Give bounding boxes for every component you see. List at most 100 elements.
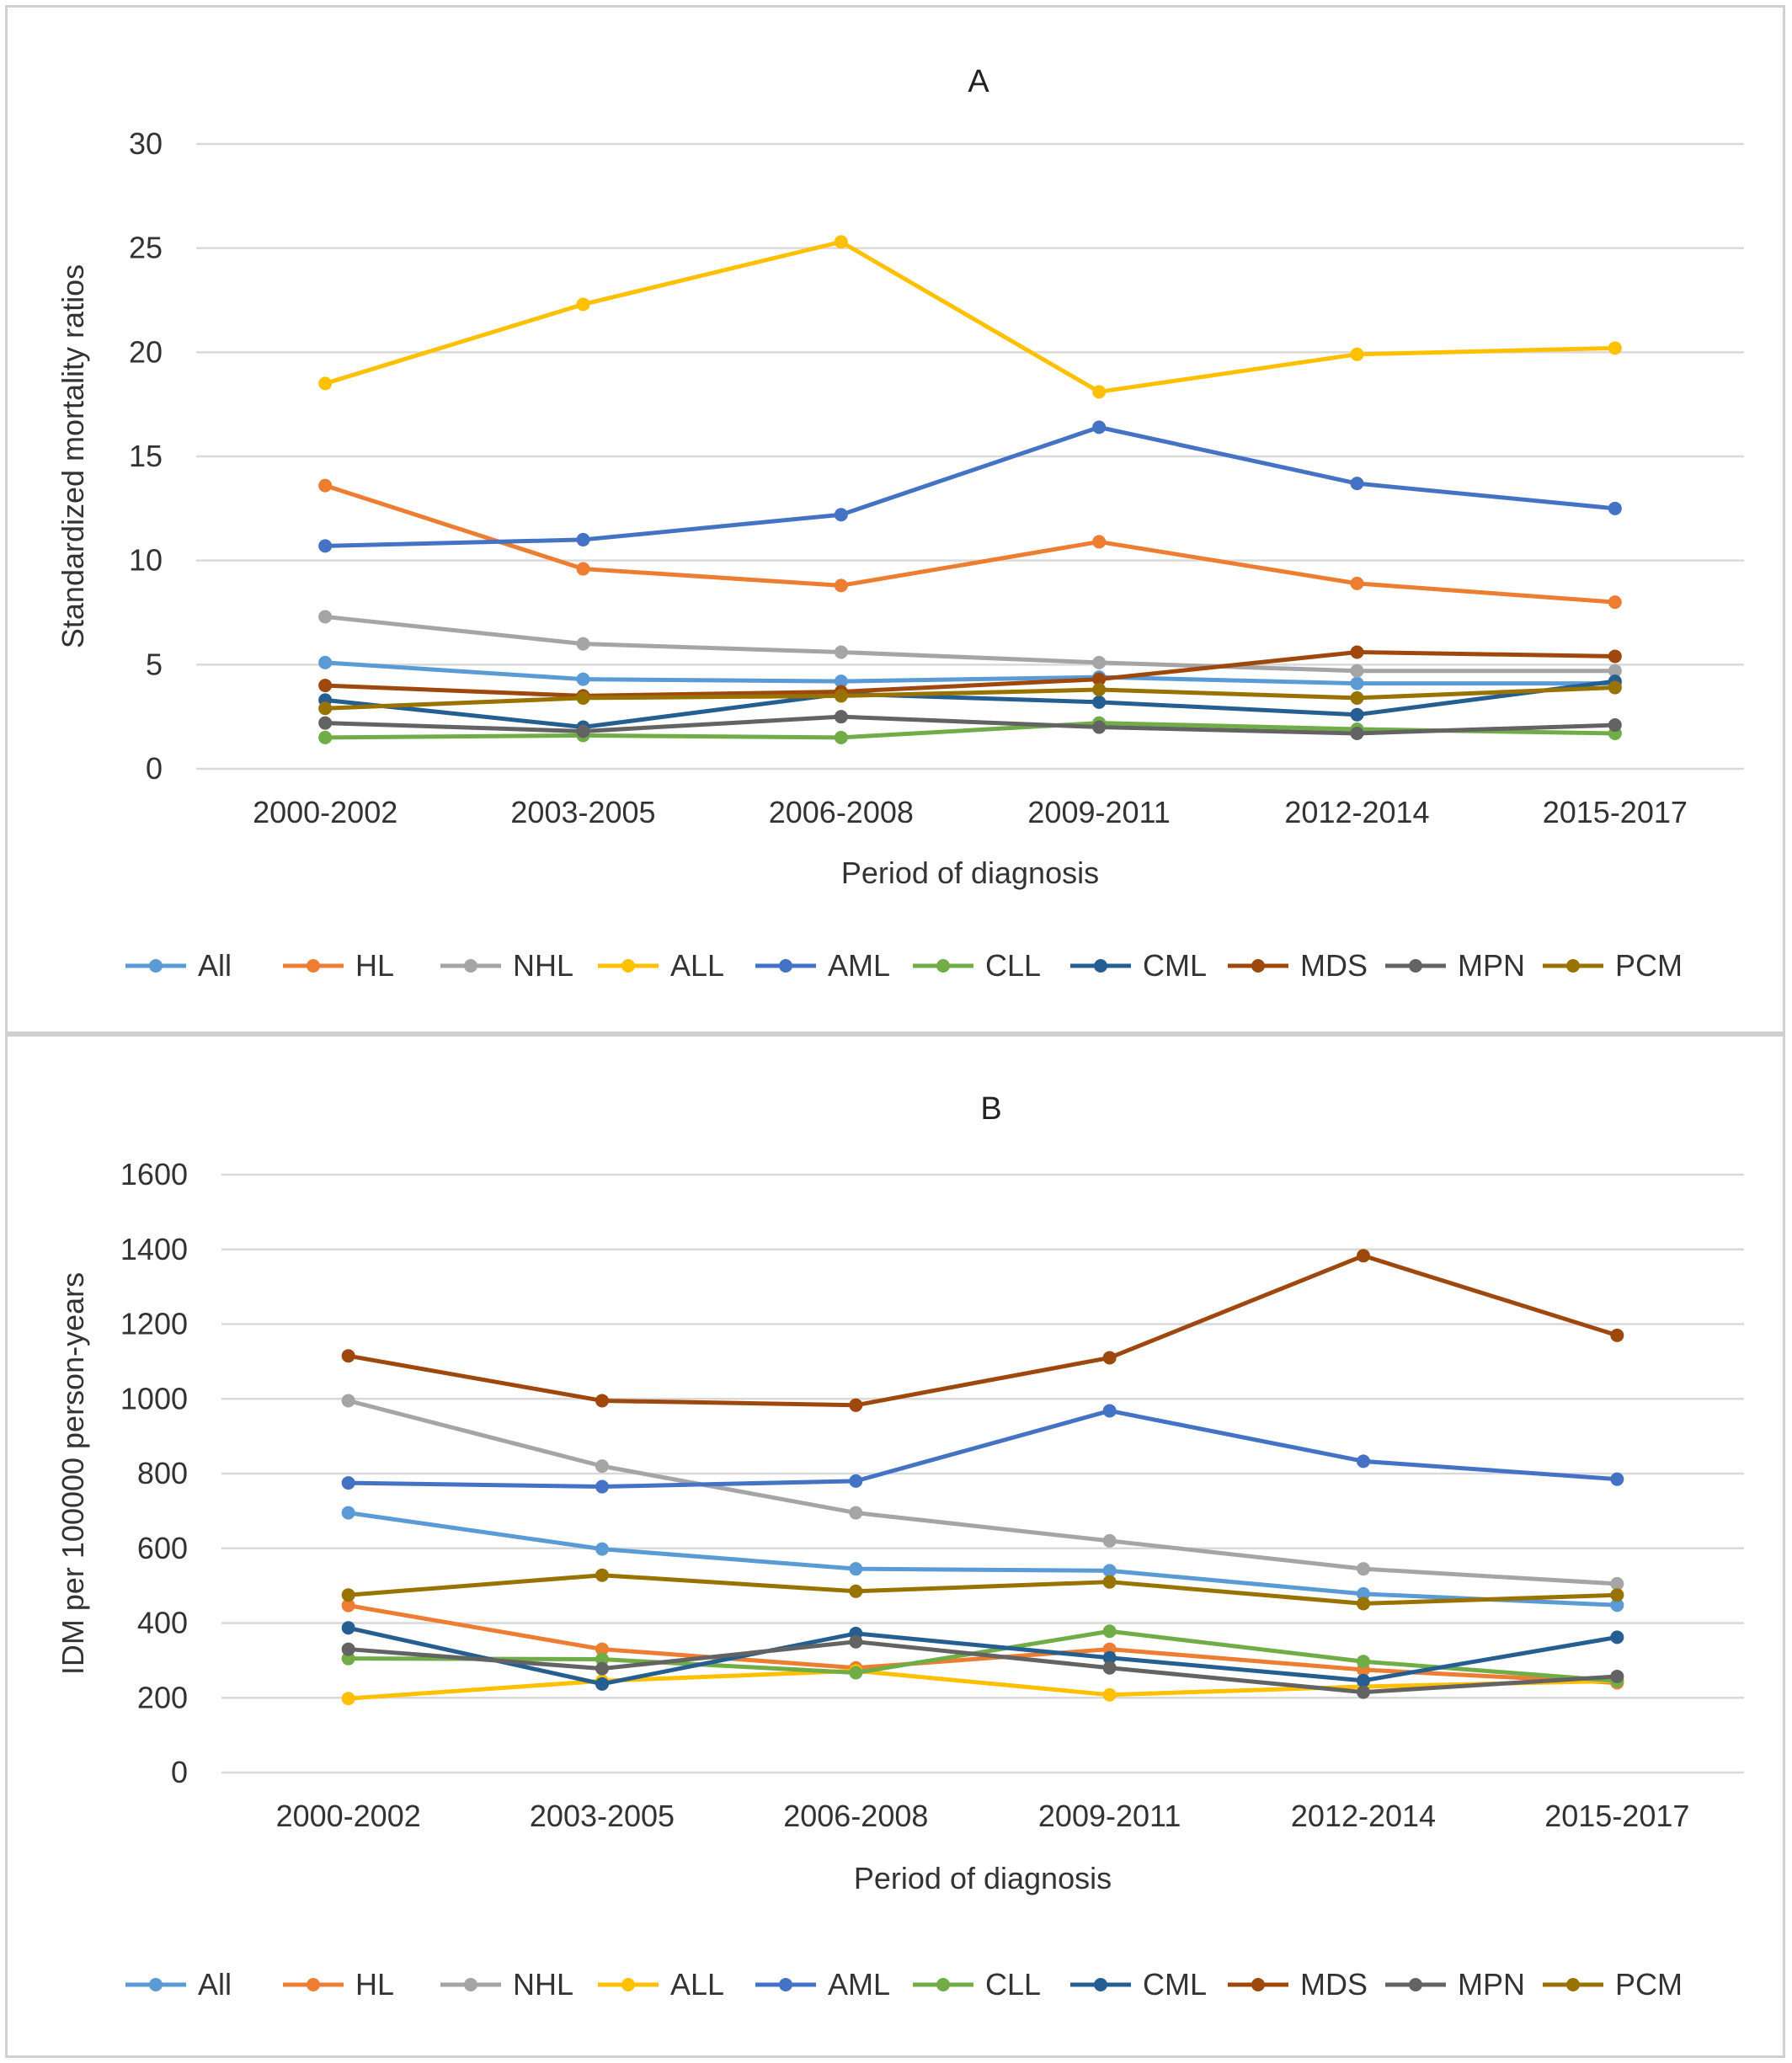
legend-item-cll: CLL bbox=[913, 1967, 1041, 2002]
data-point-mds bbox=[1092, 672, 1107, 686]
legend-swatch-marker bbox=[149, 959, 163, 973]
legend-item-all: All bbox=[125, 948, 232, 983]
y-tick-label: 30 bbox=[129, 126, 163, 161]
chart-a-svg: A 0 5 10 15 20 25 30 2000-2002 2003-2005 2006-2008… bbox=[56, 64, 1744, 983]
data-point-pcm bbox=[1092, 683, 1107, 697]
data-point-all bbox=[849, 1562, 863, 1576]
x-tick-label: 2006-2008 bbox=[783, 1799, 928, 1833]
data-point-all bbox=[1350, 347, 1364, 361]
series-line-nhl bbox=[323, 614, 1618, 674]
series-line-hl bbox=[323, 483, 1618, 605]
x-tick-label: 2009-2011 bbox=[1038, 1799, 1181, 1833]
legend-item-cll: CLL bbox=[913, 948, 1041, 983]
data-point-aml bbox=[341, 1476, 355, 1490]
legend-swatch-marker bbox=[464, 1978, 477, 1991]
data-point-aml bbox=[1350, 477, 1364, 491]
x-tick-label: 2009-2011 bbox=[1027, 795, 1171, 829]
series-line-all bbox=[323, 239, 1618, 394]
chart-panel-b: B 0 200 400 600 800 1000 1200 1400 1600 2000-2002 2… bbox=[5, 1034, 1785, 2058]
data-point-mds bbox=[1102, 1351, 1117, 1365]
data-point-pcm bbox=[834, 689, 848, 703]
chart-b-svg: B 0 200 400 600 800 1000 1200 1400 1600 2000-2002 2… bbox=[56, 1091, 1744, 2002]
series-line-aml bbox=[323, 424, 1618, 548]
data-point-all bbox=[1608, 341, 1622, 355]
legend-label-mpn: MPN bbox=[1458, 948, 1525, 983]
data-point-hl bbox=[834, 578, 848, 593]
chart-a-title: A bbox=[968, 64, 989, 99]
data-point-nhl bbox=[1102, 1533, 1117, 1548]
legend-label-pcm: PCM bbox=[1615, 948, 1683, 983]
y-tick-label: 5 bbox=[146, 647, 163, 681]
data-point-pcm bbox=[595, 1568, 609, 1582]
data-point-all bbox=[1092, 385, 1107, 399]
legend-swatch-marker bbox=[621, 959, 635, 973]
legend-label-all: All bbox=[198, 948, 232, 983]
data-point-aml bbox=[595, 1479, 609, 1494]
legend-swatch-marker bbox=[1251, 1978, 1265, 1991]
series-line-nhl bbox=[346, 1398, 1619, 1586]
data-point-cml bbox=[1357, 1673, 1370, 1687]
data-point-all bbox=[341, 1506, 355, 1520]
series-line-mpn bbox=[323, 714, 1618, 736]
legend-item-cml: CML bbox=[1070, 948, 1207, 983]
legend-item-mds: MDS bbox=[1228, 948, 1368, 983]
data-point-mpn bbox=[1350, 726, 1364, 740]
data-point-nhl bbox=[1092, 655, 1107, 669]
legend-swatch-marker bbox=[307, 1978, 320, 1991]
data-point-pcm bbox=[849, 1584, 863, 1598]
legend-item-hl: HL bbox=[283, 1967, 394, 2002]
data-point-aml bbox=[1092, 420, 1107, 434]
x-axis-label: Period of diagnosis bbox=[841, 856, 1099, 890]
data-point-hl bbox=[1092, 535, 1107, 549]
legend-item-cml: CML bbox=[1070, 1967, 1207, 2002]
data-point-mpn bbox=[318, 716, 333, 730]
data-point-mpn bbox=[1608, 718, 1622, 733]
legend-swatch-marker bbox=[936, 959, 950, 973]
data-point-hl bbox=[595, 1642, 609, 1656]
data-point-hl bbox=[341, 1598, 355, 1613]
data-point-cml bbox=[595, 1677, 609, 1691]
data-point-nhl bbox=[318, 610, 333, 624]
data-point-mpn bbox=[834, 710, 848, 724]
data-point-all bbox=[834, 674, 848, 689]
data-point-all bbox=[1102, 1687, 1117, 1702]
y-tick-label: 400 bbox=[137, 1606, 188, 1640]
data-point-mpn bbox=[849, 1634, 863, 1649]
legend-item-aml: AML bbox=[755, 948, 890, 983]
data-point-mpn bbox=[341, 1642, 355, 1656]
x-tick-label: 2012-2014 bbox=[1284, 795, 1429, 829]
data-point-pcm bbox=[1610, 1588, 1624, 1602]
series-line-pcm bbox=[323, 685, 1618, 711]
data-point-cll bbox=[318, 730, 333, 744]
x-tick-label: 2015-2017 bbox=[1543, 795, 1688, 829]
x-tick-label: 2015-2017 bbox=[1544, 1799, 1689, 1833]
data-point-mds bbox=[318, 679, 333, 693]
data-point-mpn bbox=[1102, 1661, 1117, 1675]
data-point-all bbox=[318, 376, 333, 391]
x-tick-label: 2012-2014 bbox=[1291, 1799, 1436, 1833]
data-point-hl bbox=[1608, 595, 1622, 610]
data-point-aml bbox=[1102, 1404, 1117, 1418]
y-tick-label: 20 bbox=[129, 334, 163, 369]
legend-label-mds: MDS bbox=[1300, 948, 1368, 983]
data-point-all bbox=[318, 655, 333, 669]
series-line-cml bbox=[346, 1625, 1619, 1687]
y-tick-label: 15 bbox=[129, 439, 163, 473]
x-axis-label: Period of diagnosis bbox=[854, 1861, 1112, 1895]
data-point-all bbox=[1357, 1586, 1370, 1601]
legend-label-all: ALL bbox=[670, 1967, 724, 2002]
y-tick-label: 1600 bbox=[120, 1157, 188, 1191]
chart-b-title: B bbox=[980, 1091, 1001, 1127]
data-point-all bbox=[834, 235, 848, 249]
data-point-nhl bbox=[341, 1394, 355, 1408]
legend-item-all: ALL bbox=[598, 948, 724, 983]
series-line-mds bbox=[346, 1253, 1619, 1408]
data-point-mds bbox=[849, 1398, 863, 1412]
data-point-mpn bbox=[595, 1661, 609, 1676]
data-point-mds bbox=[1608, 649, 1622, 664]
y-axis-label: Standardized mortality ratios bbox=[56, 264, 90, 648]
legend-item-all: ALL bbox=[598, 1967, 724, 2002]
data-point-all bbox=[595, 1542, 609, 1556]
data-point-cml bbox=[1610, 1630, 1624, 1645]
data-point-cml bbox=[1102, 1650, 1117, 1665]
